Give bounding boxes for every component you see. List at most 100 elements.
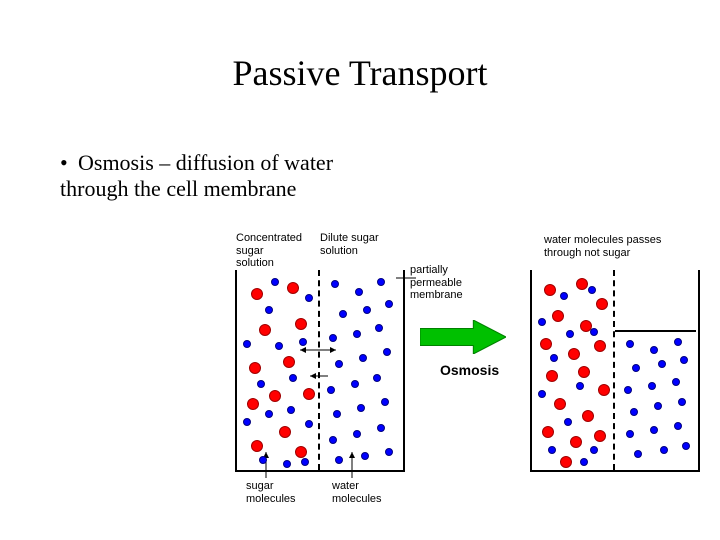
sugar-molecule-icon (295, 318, 307, 330)
membrane-after (613, 270, 615, 470)
sugar-molecule-icon (582, 410, 594, 422)
sugar-molecule-icon (540, 338, 552, 350)
osmosis-arrow-icon (420, 320, 506, 359)
bullet-dot: • (60, 150, 78, 176)
water-molecule-icon (361, 452, 369, 460)
water-molecule-icon (305, 420, 313, 428)
water-molecule-icon (674, 422, 682, 430)
water-molecule-icon (243, 340, 251, 348)
sugar-molecule-icon (596, 298, 608, 310)
sugar-molecule-icon (576, 278, 588, 290)
sugar-molecule-icon (259, 324, 271, 336)
water-molecule-icon (353, 430, 361, 438)
sugar-molecule-icon (247, 398, 259, 410)
water-molecule-icon (658, 360, 666, 368)
sugar-molecule-icon (594, 430, 606, 442)
water-molecule-icon (259, 456, 267, 464)
water-molecule-icon (335, 456, 343, 464)
water-molecule-icon (648, 382, 656, 390)
sugar-molecule-icon (594, 340, 606, 352)
water-molecule-icon (243, 418, 251, 426)
water-molecule-icon (538, 390, 546, 398)
bullet-text: Osmosis – diffusion of water through the… (60, 150, 333, 201)
water-molecule-icon (580, 458, 588, 466)
water-molecule-icon (373, 374, 381, 382)
page-title: Passive Transport (0, 52, 720, 94)
label-osmosis: Osmosis (440, 362, 499, 378)
water-molecule-icon (385, 448, 393, 456)
water-molecule-icon (383, 348, 391, 356)
water-molecule-icon (375, 324, 383, 332)
water-molecule-icon (564, 418, 572, 426)
water-molecule-icon (301, 458, 309, 466)
sugar-molecule-icon (251, 440, 263, 452)
water-molecule-icon (335, 360, 343, 368)
water-molecule-icon (271, 278, 279, 286)
water-molecule-icon (626, 430, 634, 438)
water-molecule-icon (353, 330, 361, 338)
water-molecule-icon (351, 380, 359, 388)
water-molecule-icon (630, 408, 638, 416)
sugar-molecule-icon (283, 356, 295, 368)
pointer-water-icon (344, 452, 360, 478)
sugar-molecule-icon (560, 456, 572, 468)
water-molecule-icon (329, 436, 337, 444)
sugar-molecule-icon (554, 398, 566, 410)
water-molecule-icon (289, 374, 297, 382)
water-molecule-icon (377, 278, 385, 286)
sugar-molecule-icon (251, 288, 263, 300)
sugar-molecule-icon (269, 390, 281, 402)
water-molecule-icon (678, 398, 686, 406)
water-molecule-icon (329, 334, 337, 342)
label-sugar-molecules: sugarmolecules (246, 480, 306, 505)
water-molecule-icon (538, 318, 546, 326)
water-molecule-icon (385, 300, 393, 308)
bullet-osmosis: •Osmosis – diffusion of water through th… (60, 150, 350, 202)
water-molecule-icon (287, 406, 295, 414)
water-molecule-icon (650, 426, 658, 434)
water-molecule-icon (632, 364, 640, 372)
sugar-molecule-icon (249, 362, 261, 374)
water-molecule-icon (327, 386, 335, 394)
water-molecule-icon (588, 286, 596, 294)
sugar-molecule-icon (287, 282, 299, 294)
water-molecule-icon (283, 460, 291, 468)
sugar-molecule-icon (552, 310, 564, 322)
water-molecule-icon (626, 340, 634, 348)
water-molecule-icon (654, 402, 662, 410)
label-water-molecules: watermolecules (332, 480, 392, 505)
water-molecule-icon (634, 450, 642, 458)
water-molecule-icon (560, 292, 568, 300)
sugar-molecule-icon (598, 384, 610, 396)
water-molecule-icon (381, 398, 389, 406)
water-molecule-icon (680, 356, 688, 364)
water-molecule-icon (359, 354, 367, 362)
sugar-molecule-icon (303, 388, 315, 400)
sugar-molecule-icon (542, 426, 554, 438)
label-ppm: partiallypermeablemembrane (410, 264, 480, 302)
water-molecule-icon (624, 386, 632, 394)
water-molecule-icon (672, 378, 680, 386)
sugar-molecule-icon (578, 366, 590, 378)
sugar-molecule-icon (570, 436, 582, 448)
water-molecule-icon (660, 446, 668, 454)
sugar-molecule-icon (544, 284, 556, 296)
pointer-ppm-icon (396, 272, 416, 284)
sugar-molecule-icon (546, 370, 558, 382)
water-molecule-icon (357, 404, 365, 412)
water-molecule-icon (682, 442, 690, 450)
water-molecule-icon (674, 338, 682, 346)
water-molecule-icon (305, 294, 313, 302)
water-molecule-icon (265, 306, 273, 314)
water-molecule-icon (265, 410, 273, 418)
water-molecule-icon (590, 446, 598, 454)
water-level-right (615, 330, 696, 332)
sugar-molecule-icon (295, 446, 307, 458)
water-molecule-icon (650, 346, 658, 354)
water-molecule-icon (566, 330, 574, 338)
water-molecule-icon (333, 410, 341, 418)
water-molecule-icon (275, 342, 283, 350)
water-molecule-icon (576, 382, 584, 390)
water-molecule-icon (548, 446, 556, 454)
water-molecule-icon (377, 424, 385, 432)
